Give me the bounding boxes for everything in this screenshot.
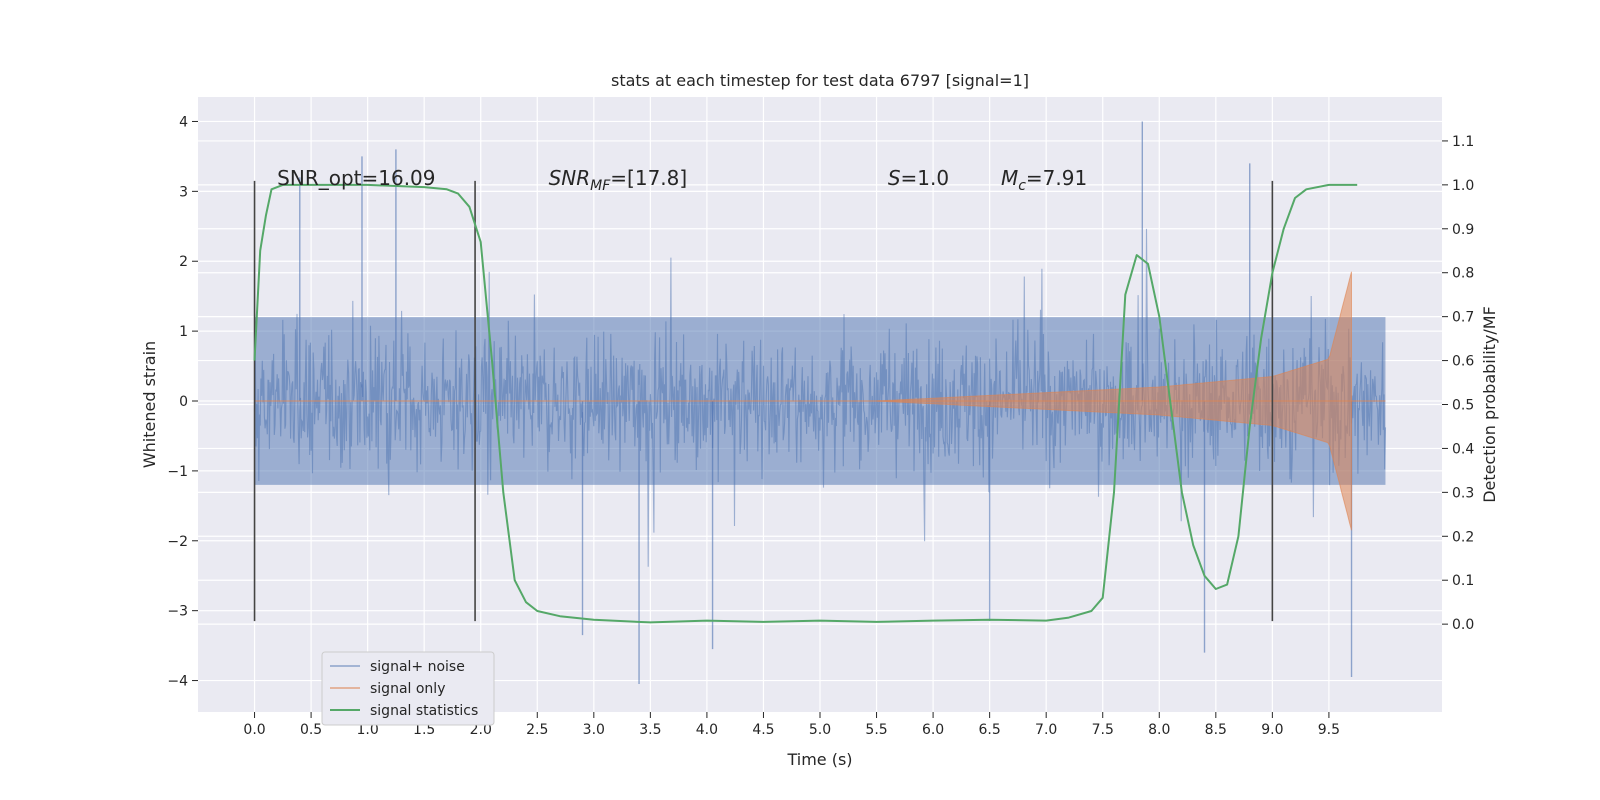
signal-only-chirp	[876, 271, 1352, 531]
snr-mf-symbol: SNR	[549, 166, 591, 190]
right-y-tick-label: 0.7	[1452, 310, 1474, 326]
x-tick-label: 2.5	[526, 722, 548, 738]
x-tick-label: 5.0	[809, 722, 831, 738]
x-tick-label: 9.0	[1261, 722, 1283, 738]
mc-value: =7.91	[1026, 166, 1087, 190]
right-y-tick-label: 0.3	[1452, 485, 1474, 501]
x-tick-label: 1.5	[413, 722, 435, 738]
x-tick-label: 3.5	[639, 722, 661, 738]
left-y-tick-label: −4	[167, 674, 188, 690]
right-y-tick-label: 0.4	[1452, 441, 1474, 457]
right-y-tick-label: 1.1	[1452, 134, 1474, 150]
s-symbol: S	[888, 166, 901, 190]
left-y-tick-label: 3	[179, 184, 188, 200]
legend-label-signal-noise: signal+ noise	[370, 659, 465, 675]
x-tick-label: 6.5	[979, 722, 1001, 738]
right-y-tick-label: 0.0	[1452, 617, 1474, 633]
x-tick-label: 7.0	[1035, 722, 1057, 738]
right-y-tick-label: 1.0	[1452, 178, 1474, 194]
legend: signal+ noise signal only signal statist…	[321, 651, 495, 726]
x-tick-label: 3.0	[583, 722, 605, 738]
snr-mf-subscript: MF	[590, 178, 611, 194]
x-tick-label: 4.0	[696, 722, 718, 738]
vertical-markers	[253, 180, 1274, 622]
right-y-tick-label: 0.6	[1452, 354, 1474, 370]
series-signal-statistics	[253, 183, 1358, 624]
left-y-tick-label: −2	[167, 534, 188, 550]
annotation-snr-mf: SNRMF=[17.8]	[549, 166, 688, 194]
left-y-axis-ticks: 4 3 2 1 0 −1 −2 −3 −4	[167, 114, 198, 690]
left-y-tick-label: 1	[179, 324, 188, 340]
annotation-mc: Mc=7.91	[1001, 166, 1087, 194]
s-value: =1.0	[901, 166, 950, 190]
x-tick-label: 4.5	[752, 722, 774, 738]
x-tick-label: 7.5	[1092, 722, 1114, 738]
chart-title: stats at each timestep for test data 679…	[611, 71, 1029, 90]
right-y-tick-label: 0.8	[1452, 266, 1474, 282]
right-y-axis-label: Detection probability/MF	[1480, 306, 1499, 503]
right-y-tick-label: 0.2	[1452, 529, 1474, 545]
x-tick-label: 0.0	[243, 722, 265, 738]
x-tick-label: 1.0	[357, 722, 379, 738]
left-y-tick-label: −3	[167, 604, 188, 620]
left-y-tick-label: 2	[179, 254, 188, 270]
x-tick-label: 8.5	[1205, 722, 1227, 738]
annotation-snr-opt: SNR_opt=16.09	[277, 166, 435, 190]
left-y-tick-label: −1	[167, 464, 188, 480]
x-tick-label: 9.5	[1318, 722, 1340, 738]
right-y-tick-label: 0.9	[1452, 222, 1474, 238]
series-signal-only	[254, 271, 1386, 531]
right-y-axis-ticks: 1.1 1.0 0.9 0.8 0.7 0.6 0.5 0.4 0.3 0.2 0.1 0.0	[1442, 134, 1474, 633]
mc-symbol: M	[1001, 166, 1018, 190]
left-y-tick-label: 4	[179, 114, 188, 130]
x-tick-label: 8.0	[1148, 722, 1170, 738]
left-y-tick-label: 0	[179, 394, 188, 410]
left-y-axis-label: Whitened strain	[140, 341, 159, 468]
legend-label-signal-statistics: signal statistics	[370, 703, 478, 719]
x-tick-label: 5.5	[865, 722, 887, 738]
x-tick-label: 6.0	[922, 722, 944, 738]
x-tick-label: 2.0	[470, 722, 492, 738]
x-axis-ticks: 0.0 0.5 1.0 1.5 2.0 2.5 3.0 3.5 4.0 4.5 5.0 5.5 6.0 6…	[243, 712, 1340, 738]
snr-mf-value: =[17.8]	[610, 166, 687, 190]
signal-statistics-line	[253, 183, 1358, 624]
x-axis-label: Time (s)	[786, 750, 852, 769]
legend-box	[321, 651, 495, 726]
x-tick-label: 0.5	[300, 722, 322, 738]
right-y-tick-label: 0.1	[1452, 573, 1474, 589]
mc-subscript: c	[1018, 178, 1026, 194]
right-y-tick-label: 0.5	[1452, 398, 1474, 414]
legend-label-signal-only: signal only	[370, 681, 445, 697]
annotation-s: S=1.0	[888, 166, 949, 190]
